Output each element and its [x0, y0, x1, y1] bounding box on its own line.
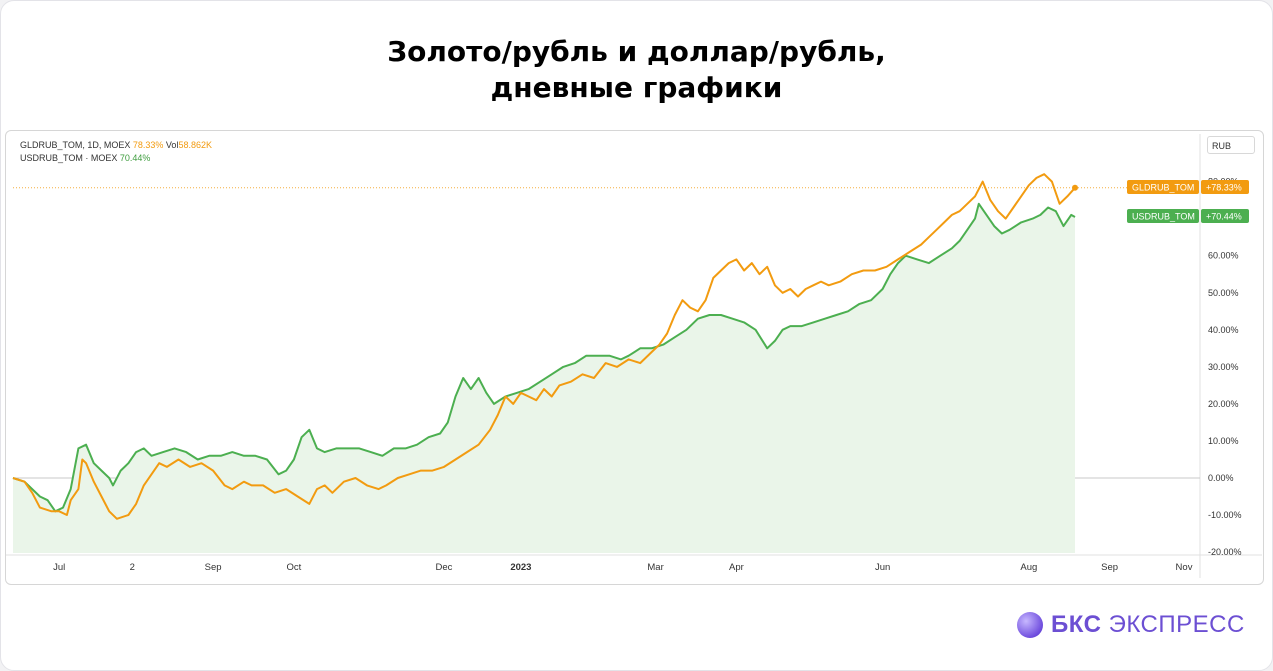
x-tick-label: Dec — [436, 562, 453, 573]
page-title: Золото/рубль и доллар/рубль, дневные гра… — [0, 34, 1273, 106]
gold-tag-name: GLDRUB_TOM — [1132, 183, 1194, 193]
usd-tag-value-bg — [1201, 209, 1249, 223]
title-line-2: дневные графики — [490, 71, 783, 104]
logo-product: ЭКСПРЕСС — [1108, 611, 1245, 638]
gold-last-point — [1072, 184, 1078, 191]
x-tick-label: Aug — [1020, 562, 1037, 573]
y-tick-label: 20.00% — [1208, 399, 1239, 409]
bks-express-logo: БКС ЭКСПРЕСС — [1017, 611, 1245, 639]
legend-gold-value: 78.33% — [132, 140, 164, 150]
usd-tag-value: +70.44% — [1206, 212, 1242, 222]
logo-brand: БКС — [1051, 611, 1102, 638]
y-tick-label: 0.00% — [1208, 473, 1234, 483]
logo-text: БКС ЭКСПРЕСС — [1051, 611, 1245, 639]
title-line-1: Золото/рубль и доллар/рубль, — [387, 35, 886, 68]
y-tick-label: -10.00% — [1208, 510, 1242, 520]
gold-series-line[interactable] — [12, 173, 1076, 520]
x-tick-label: Apr — [729, 562, 744, 573]
legend-vol-value: 58.862K — [178, 140, 212, 150]
x-tick-label: Jul — [53, 562, 65, 573]
usd-tag-name: USDRUB_TOM — [1132, 212, 1195, 222]
x-tick-label: Sep — [1101, 562, 1118, 573]
legend-vol-label: Vol — [165, 140, 179, 150]
legend-gold-prefix: GLDRUB_TOM, 1D, MOEX — [20, 140, 131, 150]
legend-row-usd[interactable]: USDRUB_TOM · MOEX 70.44% — [20, 152, 212, 165]
gold-tag-value: +78.33% — [1206, 183, 1242, 193]
x-tick-label: 2 — [130, 562, 135, 573]
x-tick-label: Nov — [1176, 562, 1193, 573]
usd-area-fill — [13, 203, 1075, 554]
legend-usd-value: 70.44% — [119, 153, 151, 163]
y-tick-label: -20.00% — [1208, 547, 1242, 557]
legend-row-gold[interactable]: GLDRUB_TOM, 1D, MOEX 78.33% Vol58.862K — [20, 139, 212, 152]
chart-legend: GLDRUB_TOM, 1D, MOEX 78.33% Vol58.862K U… — [20, 139, 212, 165]
y-tick-label: 60.00% — [1208, 251, 1239, 261]
usd-tag-name-bg — [1127, 209, 1199, 223]
y-tick-label: 10.00% — [1208, 436, 1239, 446]
y-tick-label: 30.00% — [1208, 362, 1239, 372]
x-tick-label: Mar — [647, 562, 663, 573]
y-tick-label: 50.00% — [1208, 288, 1239, 298]
gold-tag-name-bg — [1127, 180, 1199, 194]
x-tick-label: Sep — [205, 562, 222, 573]
y-tick-label: 40.00% — [1208, 325, 1239, 335]
currency-button[interactable]: RUB — [1207, 136, 1255, 154]
gold-tag-value-bg — [1201, 180, 1249, 194]
legend-usd-prefix: USDRUB_TOM · MOEX — [20, 153, 118, 163]
bks-logo-icon — [1017, 612, 1043, 638]
x-tick-label: Jun — [875, 562, 890, 573]
x-tick-label: Oct — [287, 562, 302, 573]
x-tick-label: 2023 — [510, 562, 531, 573]
usd-series-line[interactable] — [12, 202, 1076, 513]
